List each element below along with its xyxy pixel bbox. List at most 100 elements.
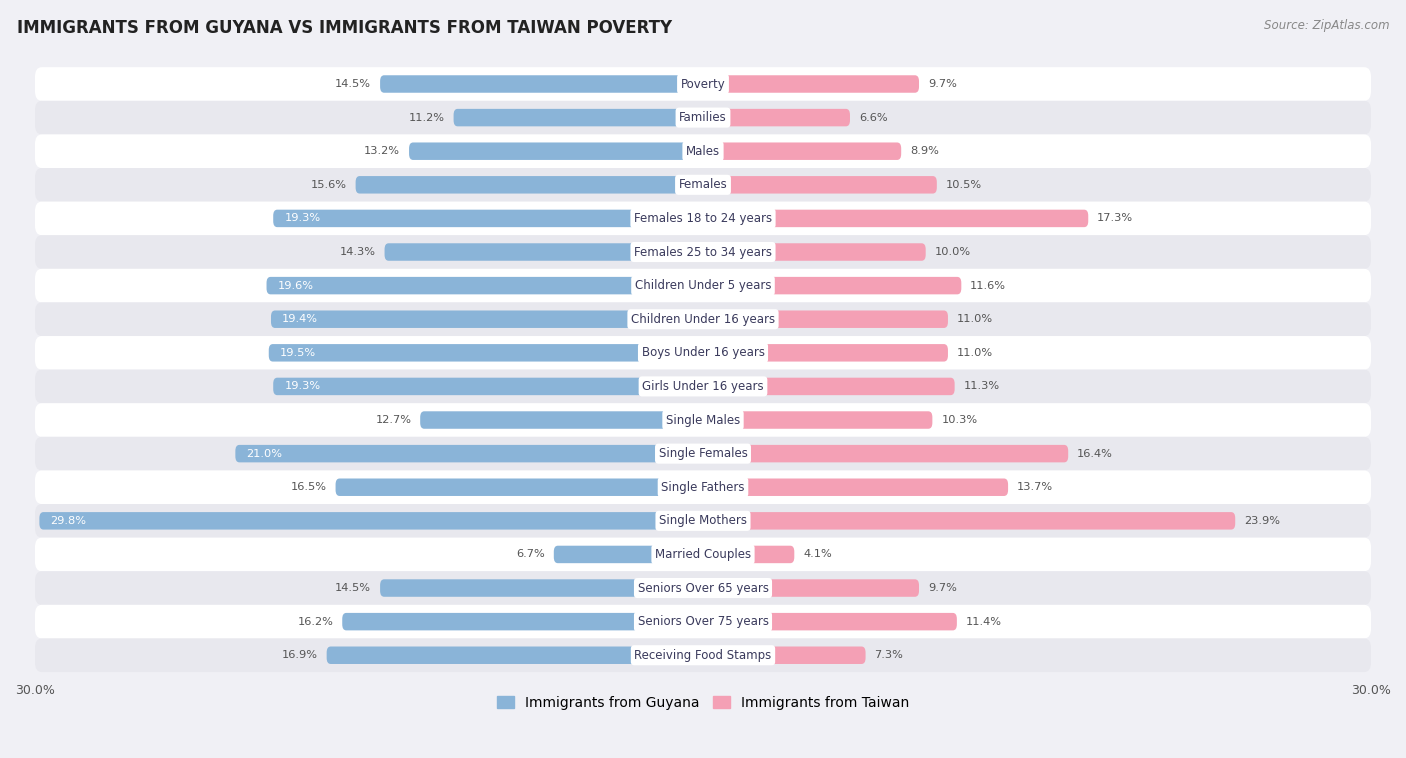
Text: Source: ZipAtlas.com: Source: ZipAtlas.com <box>1264 19 1389 32</box>
FancyBboxPatch shape <box>703 512 1236 530</box>
Text: 15.6%: 15.6% <box>311 180 347 190</box>
FancyBboxPatch shape <box>703 613 957 631</box>
FancyBboxPatch shape <box>703 176 936 193</box>
FancyBboxPatch shape <box>35 67 1371 101</box>
FancyBboxPatch shape <box>35 504 1371 537</box>
FancyBboxPatch shape <box>703 478 1008 496</box>
FancyBboxPatch shape <box>271 311 703 328</box>
FancyBboxPatch shape <box>35 202 1371 235</box>
FancyBboxPatch shape <box>35 638 1371 672</box>
FancyBboxPatch shape <box>35 572 1371 605</box>
Text: Single Females: Single Females <box>658 447 748 460</box>
FancyBboxPatch shape <box>35 302 1371 336</box>
Text: 14.5%: 14.5% <box>335 583 371 593</box>
FancyBboxPatch shape <box>703 277 962 294</box>
Text: 6.7%: 6.7% <box>516 550 546 559</box>
Text: 11.0%: 11.0% <box>957 348 993 358</box>
FancyBboxPatch shape <box>336 478 703 496</box>
FancyBboxPatch shape <box>269 344 703 362</box>
FancyBboxPatch shape <box>235 445 703 462</box>
Text: Seniors Over 65 years: Seniors Over 65 years <box>637 581 769 594</box>
Text: IMMIGRANTS FROM GUYANA VS IMMIGRANTS FROM TAIWAN POVERTY: IMMIGRANTS FROM GUYANA VS IMMIGRANTS FRO… <box>17 19 672 37</box>
Text: 10.5%: 10.5% <box>946 180 981 190</box>
FancyBboxPatch shape <box>380 75 703 92</box>
FancyBboxPatch shape <box>273 210 703 227</box>
Text: Boys Under 16 years: Boys Under 16 years <box>641 346 765 359</box>
Text: Single Mothers: Single Mothers <box>659 515 747 528</box>
Text: Seniors Over 75 years: Seniors Over 75 years <box>637 615 769 628</box>
FancyBboxPatch shape <box>35 403 1371 437</box>
Text: 11.2%: 11.2% <box>409 113 444 123</box>
Text: 13.2%: 13.2% <box>364 146 401 156</box>
FancyBboxPatch shape <box>703 75 920 92</box>
Text: 9.7%: 9.7% <box>928 583 957 593</box>
Text: Males: Males <box>686 145 720 158</box>
Text: 19.6%: 19.6% <box>277 280 314 290</box>
Text: Children Under 5 years: Children Under 5 years <box>634 279 772 292</box>
FancyBboxPatch shape <box>380 579 703 597</box>
Text: 11.6%: 11.6% <box>970 280 1007 290</box>
Text: 16.9%: 16.9% <box>281 650 318 660</box>
Text: Poverty: Poverty <box>681 77 725 90</box>
Text: 29.8%: 29.8% <box>51 516 87 526</box>
FancyBboxPatch shape <box>35 101 1371 134</box>
FancyBboxPatch shape <box>703 109 851 127</box>
FancyBboxPatch shape <box>554 546 703 563</box>
FancyBboxPatch shape <box>273 377 703 395</box>
FancyBboxPatch shape <box>39 512 703 530</box>
Text: Girls Under 16 years: Girls Under 16 years <box>643 380 763 393</box>
Text: 10.0%: 10.0% <box>935 247 970 257</box>
FancyBboxPatch shape <box>326 647 703 664</box>
Text: 11.3%: 11.3% <box>963 381 1000 391</box>
FancyBboxPatch shape <box>35 370 1371 403</box>
FancyBboxPatch shape <box>703 243 925 261</box>
FancyBboxPatch shape <box>356 176 703 193</box>
Text: 11.0%: 11.0% <box>957 315 993 324</box>
Text: Females: Females <box>679 178 727 191</box>
Text: 19.4%: 19.4% <box>283 315 318 324</box>
FancyBboxPatch shape <box>35 605 1371 638</box>
Text: Married Couples: Married Couples <box>655 548 751 561</box>
FancyBboxPatch shape <box>342 613 703 631</box>
Text: 11.4%: 11.4% <box>966 617 1001 627</box>
FancyBboxPatch shape <box>420 412 703 429</box>
FancyBboxPatch shape <box>35 471 1371 504</box>
Text: 23.9%: 23.9% <box>1244 516 1279 526</box>
Text: 13.7%: 13.7% <box>1017 482 1053 492</box>
FancyBboxPatch shape <box>703 210 1088 227</box>
Text: 16.2%: 16.2% <box>298 617 333 627</box>
FancyBboxPatch shape <box>703 579 920 597</box>
FancyBboxPatch shape <box>703 143 901 160</box>
Text: 14.5%: 14.5% <box>335 79 371 89</box>
Text: 8.9%: 8.9% <box>910 146 939 156</box>
Text: 21.0%: 21.0% <box>246 449 283 459</box>
FancyBboxPatch shape <box>703 311 948 328</box>
Text: 19.3%: 19.3% <box>284 214 321 224</box>
Text: 7.3%: 7.3% <box>875 650 903 660</box>
FancyBboxPatch shape <box>703 412 932 429</box>
Text: 19.5%: 19.5% <box>280 348 316 358</box>
FancyBboxPatch shape <box>35 134 1371 168</box>
FancyBboxPatch shape <box>703 344 948 362</box>
Text: 6.6%: 6.6% <box>859 113 887 123</box>
Text: 12.7%: 12.7% <box>375 415 412 425</box>
Text: Single Fathers: Single Fathers <box>661 481 745 493</box>
FancyBboxPatch shape <box>35 168 1371 202</box>
Text: Children Under 16 years: Children Under 16 years <box>631 313 775 326</box>
Text: 17.3%: 17.3% <box>1097 214 1133 224</box>
FancyBboxPatch shape <box>35 269 1371 302</box>
Text: 10.3%: 10.3% <box>941 415 977 425</box>
Text: 14.3%: 14.3% <box>340 247 375 257</box>
FancyBboxPatch shape <box>267 277 703 294</box>
FancyBboxPatch shape <box>35 537 1371 572</box>
Text: Receiving Food Stamps: Receiving Food Stamps <box>634 649 772 662</box>
FancyBboxPatch shape <box>703 377 955 395</box>
FancyBboxPatch shape <box>703 546 794 563</box>
Text: 16.4%: 16.4% <box>1077 449 1114 459</box>
FancyBboxPatch shape <box>385 243 703 261</box>
FancyBboxPatch shape <box>35 336 1371 370</box>
FancyBboxPatch shape <box>35 235 1371 269</box>
FancyBboxPatch shape <box>35 437 1371 471</box>
Text: 19.3%: 19.3% <box>284 381 321 391</box>
Text: Females 25 to 34 years: Females 25 to 34 years <box>634 246 772 258</box>
